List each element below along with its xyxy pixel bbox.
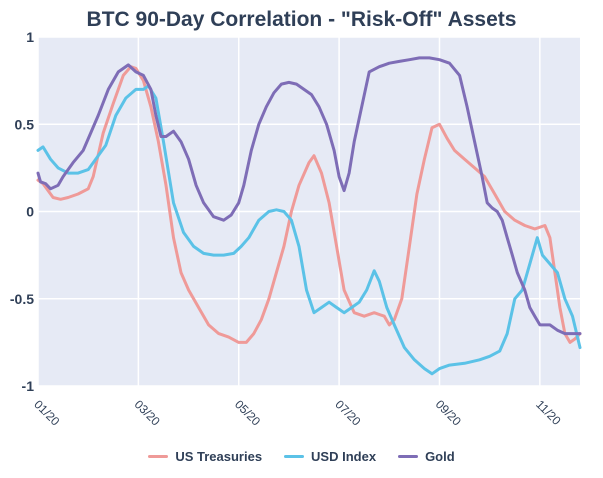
x-tick-label: 09/20 bbox=[433, 397, 464, 428]
legend: US Treasuries USD Index Gold bbox=[0, 449, 603, 464]
legend-label: USD Index bbox=[311, 449, 377, 464]
legend-swatch bbox=[148, 455, 169, 458]
x-tick-label: 07/20 bbox=[332, 397, 363, 428]
x-tick-label: 05/20 bbox=[232, 397, 263, 428]
legend-item[interactable]: US Treasuries bbox=[148, 449, 262, 464]
legend-swatch bbox=[398, 455, 419, 458]
x-tick-label: 11/20 bbox=[533, 397, 564, 428]
series-line-gold bbox=[36, 56, 582, 336]
chart-title: BTC 90-Day Correlation - "Risk-Off" Asse… bbox=[86, 8, 517, 31]
y-tick-label: 0 bbox=[26, 204, 34, 220]
legend-label: Gold bbox=[425, 449, 455, 464]
y-tick-label: -1 bbox=[22, 378, 35, 394]
series-line-usd-index bbox=[36, 84, 582, 376]
x-tick-label: 01/20 bbox=[31, 397, 62, 428]
legend-swatch bbox=[284, 455, 305, 458]
legend-item[interactable]: Gold bbox=[398, 449, 455, 464]
legend-item[interactable]: USD Index bbox=[284, 449, 376, 464]
y-tick-label: 1 bbox=[26, 29, 34, 45]
x-tick-label: 03/20 bbox=[132, 397, 163, 428]
y-tick-label: 0.5 bbox=[15, 116, 35, 132]
legend-label: US Treasuries bbox=[175, 449, 263, 464]
y-tick-label: -0.5 bbox=[10, 291, 34, 307]
